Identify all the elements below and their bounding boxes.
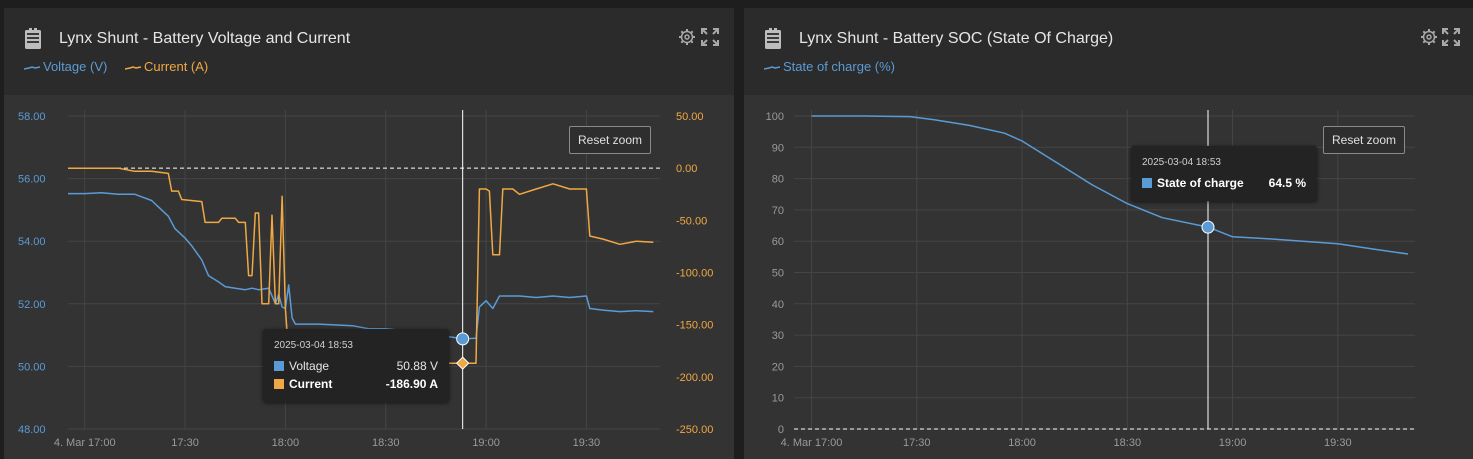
y-left-tick-label: 56.00	[18, 174, 46, 186]
tooltip-series-value: 64.5 %	[1268, 176, 1306, 190]
y-left-tick-label: 60	[772, 236, 784, 248]
gear-icon[interactable]	[678, 28, 696, 46]
expand-icon[interactable]	[1442, 28, 1460, 46]
y-right-tick-label: -250.00	[676, 424, 713, 436]
hover-marker	[456, 332, 470, 346]
expand-icon[interactable]	[701, 28, 719, 46]
y-right-tick-label: -100.00	[676, 268, 713, 280]
y-left-tick-label: 50.00	[18, 361, 46, 373]
y-right-tick-label: -150.00	[676, 320, 713, 332]
legend-item-current[interactable]: Current (A)	[124, 59, 209, 74]
x-tick-label: 18:00	[1008, 437, 1036, 449]
x-tick-label: 18:30	[372, 437, 400, 449]
y-right-tick-label: -50.00	[676, 215, 707, 227]
y-left-tick-label: 30	[772, 330, 784, 342]
y-right-tick-label: -200.00	[676, 372, 713, 384]
y-left-tick-label: 48.00	[18, 424, 46, 436]
x-tick-label: 19:00	[472, 437, 500, 449]
y-right-tick-label: 50.00	[676, 111, 704, 123]
series-swatch	[274, 361, 284, 371]
tooltip-row-current: Current -186.90 A	[274, 377, 438, 393]
legend-label: State of charge (%)	[783, 59, 895, 74]
legend-label: Voltage (V)	[43, 59, 108, 74]
legend-item-soc[interactable]: State of charge (%)	[764, 59, 895, 74]
panel-title: Lynx Shunt - Battery Voltage and Current	[59, 30, 351, 47]
x-tick-label: 18:00	[272, 437, 300, 449]
y-left-tick-label: 40	[772, 299, 784, 311]
x-tick-label: 17:30	[903, 437, 931, 449]
hover-marker	[455, 356, 470, 370]
y-left-tick-label: 10	[772, 393, 784, 405]
tooltip-series-name: Voltage	[289, 359, 330, 373]
chart-area[interactable]: 4. Mar 17:00 17:30 18:00 18:30 19:00 19:30 100…	[744, 95, 1473, 459]
y-left-tick-label: 100	[766, 111, 784, 123]
tooltip-row-voltage: Voltage 50.88 V	[274, 359, 438, 375]
soc-panel: Lynx Shunt - Battery SOC (State Of Charg…	[744, 8, 1473, 459]
series-line	[811, 115, 1409, 255]
gear-icon[interactable]	[1420, 28, 1438, 46]
x-tick-label: 4. Mar 17:00	[781, 437, 843, 449]
chart-tooltip: 2025-03-04 18:53 Voltage 50.88 V Current…	[263, 329, 449, 402]
y-left-tick-label: 52.00	[18, 299, 46, 311]
tooltip-series-name: State of charge	[1157, 176, 1244, 190]
legend-line-icon	[24, 63, 40, 73]
tooltip-time: 2025-03-04 18:53	[1142, 157, 1221, 168]
legend-item-voltage[interactable]: Voltage (V)	[24, 59, 107, 74]
legend-line-icon	[764, 63, 780, 73]
y-left-tick-label: 58.00	[18, 111, 46, 123]
series-swatch	[274, 379, 284, 389]
reset-zoom-button[interactable]: Reset zoom	[1323, 126, 1405, 154]
x-tick-label: 19:30	[573, 437, 601, 449]
x-tick-label: 19:00	[1219, 437, 1247, 449]
panel-header: Lynx Shunt - Battery Voltage and Current…	[4, 8, 734, 94]
x-tick-label: 17:30	[171, 437, 199, 449]
x-tick-label: 19:30	[1324, 437, 1352, 449]
y-left-tick-label: 54.00	[18, 236, 46, 248]
y-left-tick-label: 0	[778, 424, 784, 436]
series-line	[68, 191, 654, 340]
panel-header: Lynx Shunt - Battery SOC (State Of Charg…	[744, 8, 1473, 94]
battery-icon	[765, 28, 781, 49]
tooltip-time: 2025-03-04 18:53	[274, 340, 353, 351]
series-swatch	[1142, 178, 1152, 188]
soc-chart[interactable]: 4. Mar 17:00 17:30 18:00 18:30 19:00 19:30100…	[744, 95, 1473, 459]
chart-legend: Voltage (V) Current (A)	[24, 59, 222, 74]
voltage-current-chart[interactable]: 4. Mar 17:00 17:30 18:00 18:30 19:00 19:30 58.…	[4, 95, 734, 459]
chart-area[interactable]: 4. Mar 17:00 17:30 18:00 18:30 19:00 19:30 58.…	[4, 95, 734, 459]
chart-legend: State of charge (%)	[764, 59, 909, 74]
panel-title: Lynx Shunt - Battery SOC (State Of Charg…	[799, 30, 1114, 47]
y-left-tick-label: 20	[772, 361, 784, 373]
legend-line-icon	[124, 63, 141, 73]
tooltip-series-value: -186.90 A	[385, 377, 438, 391]
y-left-tick-label: 80	[772, 174, 784, 186]
tooltip-row-soc: State of charge 64.5 %	[1142, 176, 1306, 192]
chart-tooltip: 2025-03-04 18:53 State of charge 64.5 %	[1131, 146, 1317, 201]
series-line	[68, 167, 654, 365]
x-tick-label: 4. Mar 17:00	[54, 437, 116, 449]
y-left-tick-label: 90	[772, 142, 784, 154]
y-right-tick-label: 0.00	[676, 163, 697, 175]
tooltip-series-name: Current	[289, 377, 333, 391]
voltage-current-panel: Lynx Shunt - Battery Voltage and Current…	[4, 8, 734, 459]
y-left-tick-label: 50	[772, 268, 784, 280]
reset-zoom-button[interactable]: Reset zoom	[569, 126, 651, 154]
y-left-tick-label: 70	[772, 205, 784, 217]
x-tick-label: 18:30	[1114, 437, 1142, 449]
tooltip-series-value: 50.88 V	[396, 359, 438, 373]
battery-icon	[25, 28, 41, 49]
hover-marker	[1201, 220, 1215, 234]
legend-label: Current (A)	[143, 59, 209, 74]
